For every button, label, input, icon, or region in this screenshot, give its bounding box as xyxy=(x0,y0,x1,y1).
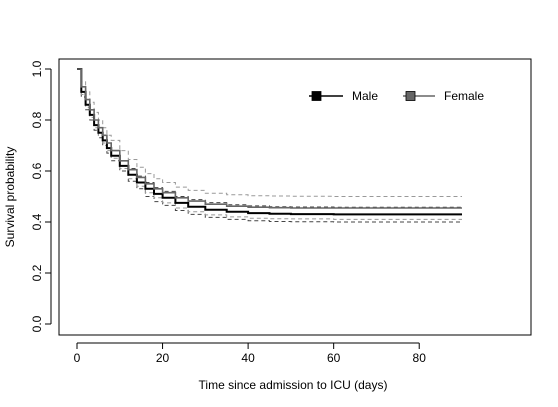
legend-swatch-female xyxy=(405,91,416,101)
x-tick-label: 40 xyxy=(241,351,255,365)
male-ci-lower-line xyxy=(77,68,462,223)
legend-label-female: Female xyxy=(444,89,484,103)
confidence-bands xyxy=(77,68,462,223)
y-tick-label: 0.0 xyxy=(30,315,44,332)
y-tick-label: 0.2 xyxy=(30,264,44,281)
x-axis-title: Time since admission to ICU (days) xyxy=(199,378,388,392)
x-tick-label: 60 xyxy=(327,351,341,365)
female-survival-line xyxy=(77,68,462,209)
legend-item-female: Female xyxy=(403,89,484,103)
male-ci-upper-line xyxy=(77,68,462,208)
x-axis: 0 20 40 60 80 xyxy=(74,342,427,365)
legend-item-male: Male xyxy=(309,89,378,103)
y-axis: 0.0 0.2 0.4 0.6 0.8 1.0 xyxy=(30,60,52,332)
y-tick-label: 0.6 xyxy=(30,162,44,179)
legend-swatch-male xyxy=(311,91,322,101)
x-tick-label: 20 xyxy=(156,351,170,365)
survival-curves xyxy=(77,68,462,216)
female-ci-lower-line xyxy=(77,68,462,220)
y-tick-label: 0.4 xyxy=(30,213,44,230)
x-tick-label: 0 xyxy=(74,351,81,365)
y-tick-label: 0.8 xyxy=(30,111,44,128)
x-tick-label: 80 xyxy=(413,351,427,365)
plot-frame xyxy=(58,58,532,336)
y-axis-title: Survival probability xyxy=(3,147,17,248)
legend-label-male: Male xyxy=(352,89,378,103)
legend: Male Female xyxy=(309,89,484,103)
male-survival-line xyxy=(77,68,462,216)
y-tick-label: 1.0 xyxy=(30,60,44,77)
female-ci-upper-line xyxy=(77,68,462,197)
